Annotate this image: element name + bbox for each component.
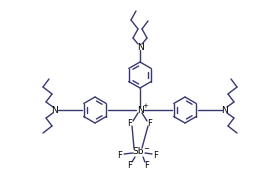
- Text: N: N: [222, 105, 228, 114]
- Text: F: F: [144, 160, 150, 169]
- Text: F: F: [128, 160, 132, 169]
- Text: Sb: Sb: [132, 148, 144, 157]
- Text: F: F: [118, 151, 122, 160]
- Text: +: +: [142, 103, 148, 109]
- Text: N: N: [52, 105, 58, 114]
- Text: N: N: [137, 42, 143, 51]
- Text: F: F: [148, 119, 152, 128]
- Text: N: N: [137, 105, 143, 114]
- Text: F: F: [153, 151, 158, 160]
- Text: −: −: [143, 146, 149, 152]
- Text: F: F: [128, 119, 132, 128]
